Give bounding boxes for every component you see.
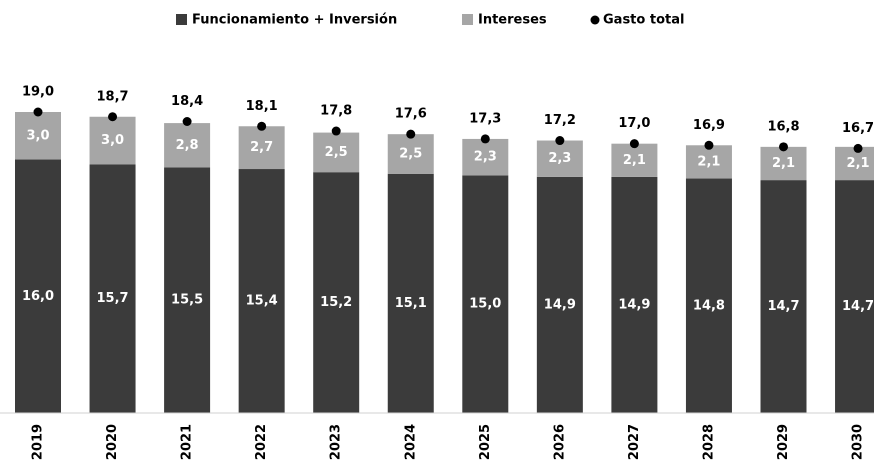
total-dot — [629, 139, 639, 149]
bar-segment — [387, 173, 434, 413]
total-dot — [406, 129, 416, 139]
value-label: 14,8 — [693, 298, 725, 313]
value-label: 15,2 — [320, 295, 352, 310]
value-label: 3,0 — [101, 133, 124, 148]
legend-swatch — [590, 15, 600, 25]
legend-swatch — [462, 14, 473, 25]
total-label: 17,0 — [618, 116, 650, 131]
x-tick-label: 2030 — [851, 424, 866, 460]
bar-segment — [313, 172, 360, 413]
value-label: 15,0 — [469, 297, 501, 312]
legend-label: Gasto total — [603, 13, 684, 28]
bar-segment — [15, 112, 61, 160]
x-tick-label: 2029 — [776, 424, 791, 460]
total-label: 18,4 — [171, 94, 203, 109]
x-tick-label: 2024 — [403, 424, 418, 460]
legend-swatch — [176, 14, 187, 25]
x-tick-label: 2025 — [478, 424, 493, 460]
total-dot — [331, 126, 341, 136]
value-label: 15,1 — [395, 296, 427, 311]
total-label: 17,3 — [469, 111, 501, 126]
total-dot — [257, 121, 267, 131]
value-label: 15,5 — [171, 293, 203, 308]
value-label: 2,5 — [399, 146, 422, 161]
value-label: 15,4 — [246, 294, 278, 309]
total-label: 16,7 — [842, 121, 874, 136]
bar-segment — [536, 176, 583, 413]
total-dot — [704, 140, 714, 150]
total-dot — [108, 112, 118, 122]
value-label: 2,5 — [325, 145, 348, 160]
value-label: 14,7 — [767, 299, 799, 314]
total-dot — [853, 143, 863, 153]
bar-segment — [611, 176, 658, 413]
total-dot — [33, 107, 43, 117]
value-label: 14,9 — [544, 297, 576, 312]
bar-segment — [238, 169, 285, 413]
total-label: 17,8 — [320, 104, 352, 119]
total-dot — [779, 142, 788, 152]
value-label: 2,1 — [623, 153, 646, 168]
bar-segment — [164, 123, 211, 168]
x-tick-label: 2022 — [254, 424, 269, 460]
total-label: 18,7 — [97, 89, 129, 104]
bar-segment — [164, 167, 211, 413]
value-label: 2,1 — [697, 154, 720, 169]
total-label: 16,9 — [693, 118, 725, 133]
value-label: 2,7 — [250, 140, 273, 155]
value-label: 2,3 — [474, 150, 497, 165]
value-label: 2,8 — [176, 138, 199, 153]
value-label: 14,7 — [842, 299, 874, 314]
bar-segment — [313, 132, 360, 173]
bar-segment — [89, 116, 136, 165]
total-dot — [555, 136, 565, 146]
bar-segment — [760, 146, 807, 181]
x-tick-label: 2027 — [627, 424, 642, 460]
bar-segment — [835, 180, 874, 413]
x-tick-label: 2020 — [105, 424, 120, 460]
bar-segment — [15, 159, 61, 413]
value-label: 2,1 — [772, 156, 795, 171]
total-label: 19,0 — [22, 85, 54, 100]
total-label: 16,8 — [767, 119, 799, 134]
value-label: 15,7 — [97, 291, 129, 306]
bar-segment — [760, 180, 807, 413]
x-tick-label: 2021 — [180, 424, 195, 460]
total-label: 17,2 — [544, 113, 576, 128]
total-label: 18,1 — [246, 99, 278, 114]
bar-segment — [89, 164, 136, 413]
x-tick-label: 2019 — [31, 424, 46, 460]
total-label: 17,6 — [395, 107, 427, 122]
bar-segment — [536, 140, 583, 177]
bar-segment — [611, 143, 658, 177]
bar-segment — [387, 134, 434, 174]
bar-segment — [685, 145, 732, 179]
legend-label: Intereses — [478, 13, 547, 28]
x-tick-label: 2028 — [701, 424, 716, 460]
value-label: 14,9 — [618, 297, 650, 312]
bar-segment — [462, 138, 509, 176]
total-dot — [480, 134, 490, 144]
bar-segment — [238, 126, 285, 170]
total-dot — [182, 117, 192, 127]
value-label: 2,3 — [548, 151, 571, 166]
bar-segment — [462, 175, 509, 413]
x-tick-label: 2023 — [329, 424, 344, 460]
value-label: 16,0 — [22, 289, 54, 304]
value-label: 2,1 — [847, 156, 870, 171]
value-label: 3,0 — [26, 128, 49, 143]
x-tick-label: 2026 — [552, 424, 567, 460]
bar-segment — [685, 178, 732, 413]
bar-segment — [835, 146, 874, 181]
legend-label: Funcionamiento + Inversión — [192, 13, 397, 28]
